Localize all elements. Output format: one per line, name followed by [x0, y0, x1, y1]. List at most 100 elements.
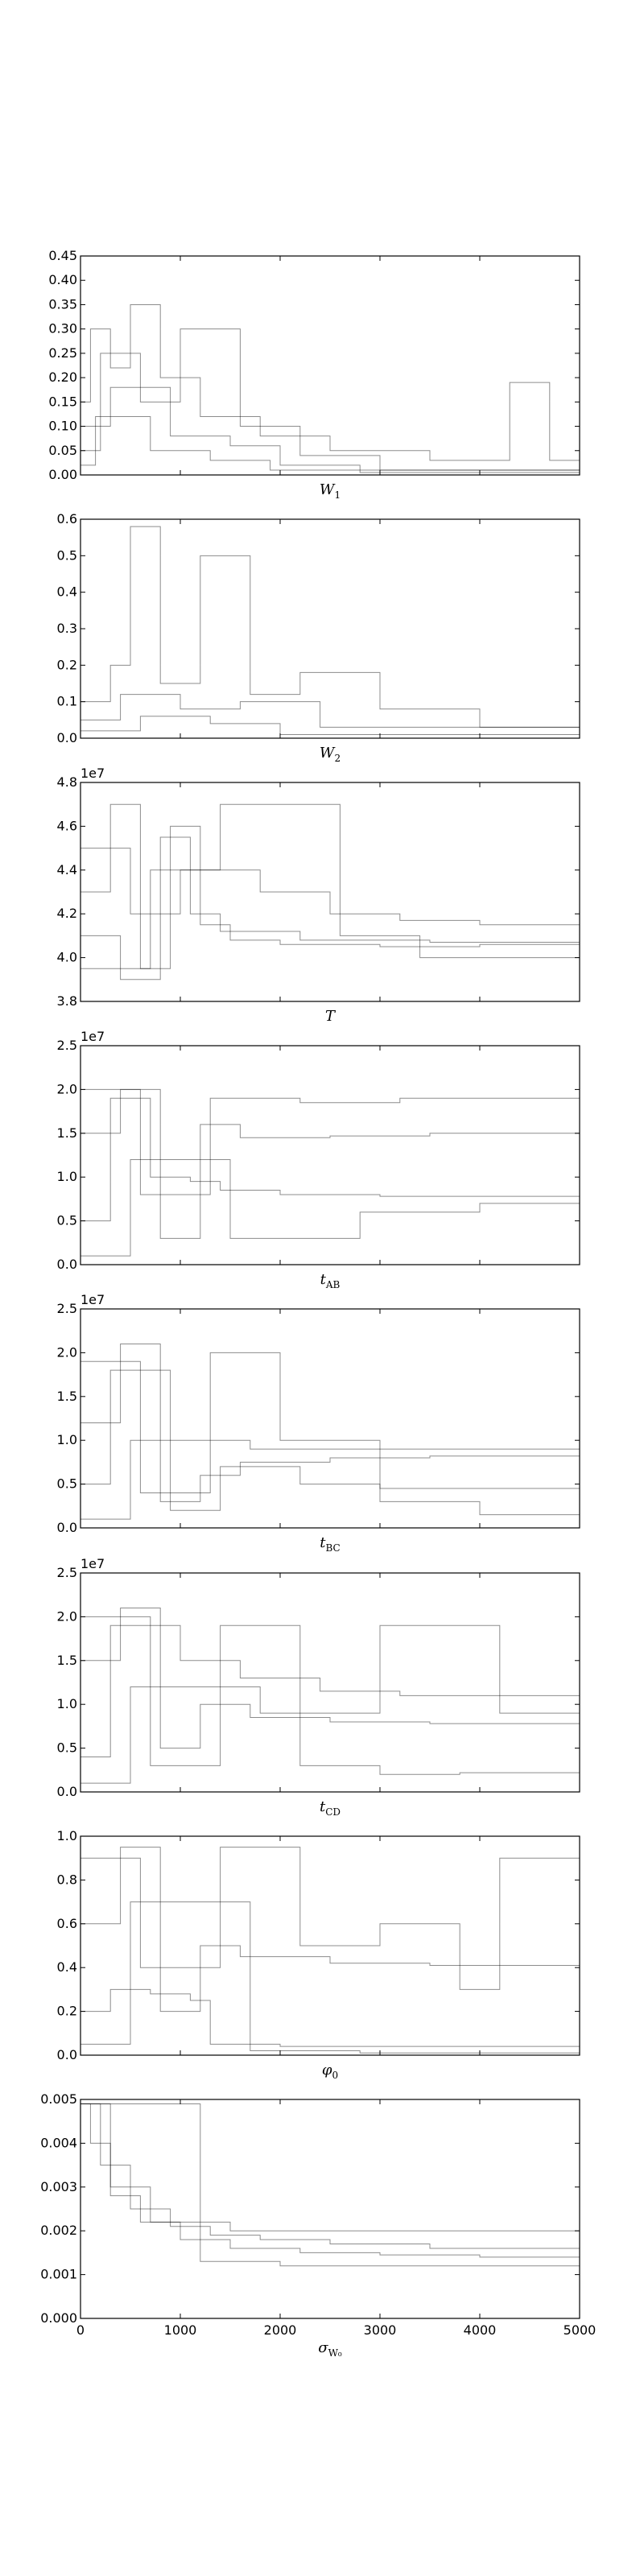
y-tick-label: 2.5 — [57, 1301, 77, 1316]
y-tick-label: 0.003 — [40, 2179, 77, 2194]
trace-line-4-1 — [80, 1088, 580, 1239]
y-tick-label: 0.4 — [57, 584, 77, 600]
trace-panel-2: 0.0 0.1 0.2 0.3 0.4 0.5 0.6 W2 — [57, 511, 580, 764]
axes-frame — [80, 518, 580, 739]
y-tick-label: 3.8 — [57, 993, 77, 1009]
trace-line-2-3 — [80, 716, 580, 735]
y-tick-label: 0.10 — [48, 419, 77, 434]
x-tick-label: 1000 — [164, 2322, 197, 2338]
y-tick-label: 1.5 — [57, 1389, 77, 1404]
x-tick-label: 3000 — [364, 2322, 397, 2338]
trace-line-1-2 — [80, 328, 580, 471]
trace-line-7-3 — [80, 1847, 580, 1990]
y-tick-label: 0.004 — [40, 2135, 77, 2150]
y-tick-label: 0.6 — [57, 1916, 77, 1931]
y-tick-label: 0.05 — [48, 443, 77, 458]
x-axis-label: σW₀ — [318, 2339, 342, 2359]
y-tick-label: 0.0 — [57, 1257, 77, 1272]
trace-line-7-4 — [80, 1901, 580, 2054]
y-tick-label: 0.40 — [48, 272, 77, 287]
trace-line-1-1 — [80, 303, 580, 461]
y-tick-label: 4.0 — [57, 950, 77, 965]
trace-line-1-4 — [80, 415, 580, 471]
y-offset-label: 1e7 — [80, 1029, 105, 1044]
y-tick-label: 0.2 — [57, 2004, 77, 2019]
y-tick-label: 0.45 — [48, 248, 77, 263]
y-tick-label: 0.30 — [48, 321, 77, 336]
trace-line-4-2 — [80, 1097, 580, 1222]
axes-frame — [80, 1835, 580, 2056]
x-tick-label: 0 — [76, 2322, 85, 2338]
y-tick-label: 0.6 — [57, 511, 77, 526]
y-tick-label: 1.0 — [57, 1696, 77, 1711]
y-tick-label: 0.002 — [40, 2223, 77, 2238]
x-axis-label: tAB — [320, 1271, 341, 1290]
trace-line-7-2 — [80, 1988, 580, 2047]
x-axis-label: W2 — [320, 745, 341, 764]
x-tick-label: 5000 — [564, 2322, 597, 2338]
y-tick-label: 4.4 — [57, 862, 77, 877]
y-tick-label: 4.8 — [57, 774, 77, 790]
trace-line-2-2 — [80, 694, 580, 728]
x-axis-label: tBC — [320, 1534, 340, 1554]
x-axis-label: W1 — [320, 481, 341, 501]
trace-line-7-1 — [80, 1847, 580, 2013]
trace-line-1-3 — [80, 386, 580, 473]
trace-line-3-1 — [80, 803, 580, 969]
y-tick-label: 0.15 — [48, 394, 77, 409]
trace-line-8-1 — [80, 2103, 580, 2258]
y-tick-label: 0.005 — [40, 2091, 77, 2107]
y-tick-label: 4.6 — [57, 818, 77, 833]
trace-panel-8: 0.000 0.001 0.002 0.003 0.004 0.005 0 1000 2000 3… — [40, 2091, 596, 2359]
y-tick-label: 0.3 — [57, 621, 77, 636]
y-tick-label: 2.5 — [57, 1565, 77, 1580]
trace-line-6-2 — [80, 1624, 580, 1757]
y-tick-label: 1.0 — [57, 1169, 77, 1184]
y-tick-label: 2.0 — [57, 1344, 77, 1360]
axes-frame — [80, 255, 580, 476]
x-axis-label: T — [325, 1008, 336, 1025]
x-axis-label: tCD — [320, 1798, 341, 1818]
y-offset-label: 1e7 — [80, 766, 105, 781]
trace-line-5-3 — [80, 1352, 580, 1516]
y-tick-label: 2.0 — [57, 1608, 77, 1624]
y-tick-label: 0.001 — [40, 2267, 77, 2282]
y-tick-label: 0.0 — [57, 1520, 77, 1535]
trace-line-8-2 — [80, 2103, 580, 2253]
y-tick-label: 0.000 — [40, 2310, 77, 2326]
y-tick-label: 0.00 — [48, 467, 77, 482]
trace-line-8-3 — [80, 2103, 580, 2267]
trace-line-5-1 — [80, 1344, 580, 1502]
trace-line-4-3 — [80, 1088, 580, 1195]
trace-line-6-4 — [80, 1624, 580, 1784]
y-tick-label: 0.35 — [48, 296, 77, 312]
y-tick-label: 2.5 — [57, 1038, 77, 1053]
trace-panel-7: 0.0 0.2 0.4 0.6 0.8 1.0 φ0 — [57, 1828, 580, 2081]
y-tick-label: 0.0 — [57, 1784, 77, 1799]
axes-frame — [80, 1572, 580, 1793]
y-tick-label: 0.8 — [57, 1872, 77, 1887]
y-tick-label: 0.5 — [57, 1740, 77, 1756]
y-tick-label: 1.0 — [57, 1432, 77, 1447]
y-tick-label: 1.0 — [57, 1828, 77, 1843]
y-tick-label: 0.0 — [57, 2047, 77, 2062]
y-offset-label: 1e7 — [80, 1556, 105, 1571]
trace-line-8-4 — [80, 2103, 580, 2231]
y-tick-label: 0.5 — [57, 1213, 77, 1228]
y-tick-label: 4.2 — [57, 906, 77, 921]
trace-line-5-4 — [80, 1439, 580, 1520]
y-tick-label: 0.5 — [57, 547, 77, 563]
axes-frame — [80, 1308, 580, 1529]
x-tick-label: 2000 — [264, 2322, 297, 2338]
y-tick-label: 1.5 — [57, 1653, 77, 1668]
trace-panel-1: 0.00 0.05 0.10 0.15 0.20 0.25 0.30 0.35 0.40 0.45… — [48, 248, 580, 501]
y-tick-label: 0.20 — [48, 369, 77, 385]
trace-line-3-3 — [80, 848, 580, 926]
trace-line-2-1 — [80, 526, 580, 728]
y-tick-label: 1.5 — [57, 1125, 77, 1141]
